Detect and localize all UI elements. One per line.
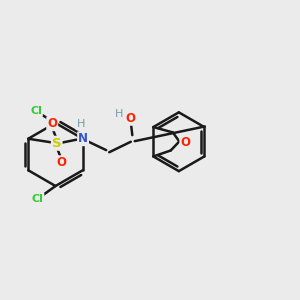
Text: O: O (126, 112, 136, 125)
Text: H: H (76, 119, 85, 129)
Text: O: O (56, 156, 66, 169)
Text: H: H (115, 109, 123, 119)
Text: S: S (52, 137, 62, 150)
Text: O: O (47, 117, 57, 130)
Text: O: O (180, 136, 190, 149)
Text: Cl: Cl (30, 106, 42, 116)
Text: N: N (78, 132, 88, 145)
Text: Cl: Cl (32, 194, 44, 204)
